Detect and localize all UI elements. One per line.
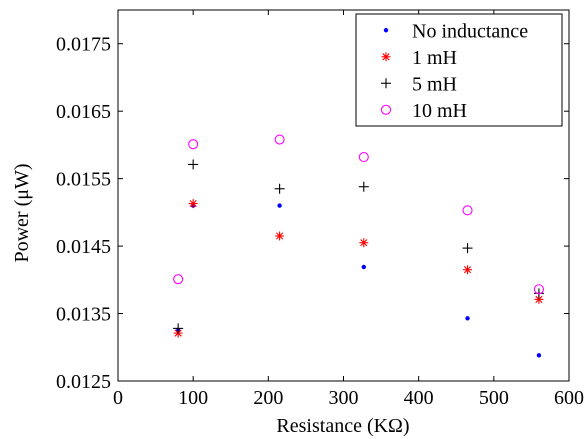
- data-point-circle: [533, 284, 544, 295]
- data-point-asterisk: [359, 238, 369, 248]
- data-point-dot: [536, 353, 542, 358]
- data-point-circle: [173, 274, 184, 285]
- data-point-plus: [188, 159, 199, 170]
- data-point-plus: [358, 181, 369, 192]
- data-point-circle: [188, 139, 199, 150]
- x-tick-label: 400: [404, 387, 434, 409]
- legend-marker-dot: [383, 28, 389, 33]
- legend: No inductance 1 mH 5 mH 10 mH: [355, 13, 563, 127]
- y-tick-label: 0.0155: [56, 169, 111, 191]
- y-tick-label: 0.0125: [56, 371, 111, 393]
- x-tick-label: 100: [178, 387, 208, 409]
- x-tick-label: 600: [554, 387, 584, 409]
- legend-label: 10 mH: [412, 100, 467, 122]
- data-point-dot: [277, 203, 282, 208]
- data-point-circle: [462, 205, 473, 216]
- data-point-asterisk: [463, 265, 473, 275]
- data-point-circle: [274, 134, 285, 145]
- y-axis-label: Power (μW): [11, 163, 33, 262]
- data-point-asterisk: [275, 231, 285, 241]
- data-point-plus: [173, 323, 184, 334]
- data-point-dot: [361, 264, 366, 270]
- y-tick-label: 0.0145: [56, 236, 111, 258]
- x-tick-label: 200: [253, 387, 283, 409]
- legend-marker-asterisk: [381, 52, 391, 62]
- data-point-asterisk: [188, 199, 198, 209]
- legend-label: 5 mH: [412, 73, 457, 95]
- y-tick-label: 0.0135: [56, 304, 111, 326]
- y-tick-label: 0.0165: [56, 101, 111, 123]
- legend-label: No inductance: [412, 20, 528, 42]
- legend-label: 1 mH: [412, 47, 457, 69]
- x-tick-label: 500: [479, 387, 509, 409]
- x-tick-label: 0: [113, 387, 123, 409]
- legend-marker-plus: [381, 78, 391, 89]
- legend-marker-circle: [380, 104, 392, 115]
- data-point-circle: [358, 152, 369, 163]
- y-tick-label: 0.0175: [56, 34, 111, 56]
- x-tick-label: 300: [329, 387, 359, 409]
- data-point-plus: [274, 183, 285, 194]
- axis-ticks: 0 100 200 300 400 500 600 0.0125 0.0135 0.0145 0.0…: [56, 10, 584, 409]
- data-point-plus: [462, 243, 473, 254]
- x-axis-label: Resistance (KΩ): [276, 415, 409, 437]
- data-points: [173, 134, 544, 358]
- data-point-dot: [465, 316, 470, 321]
